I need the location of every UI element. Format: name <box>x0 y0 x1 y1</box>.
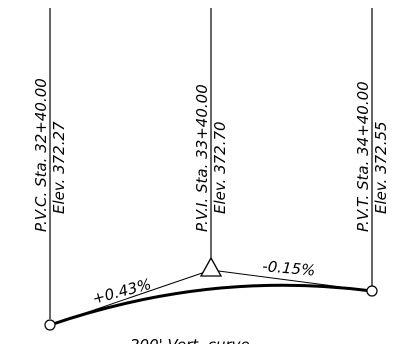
pvc-station-label: P.V.C. Sta. 32+40.00 <box>32 78 50 232</box>
vertical-curve <box>49 283 373 327</box>
pvt-point-marker <box>366 285 378 297</box>
forward-grade-label: -0.15% <box>262 257 316 280</box>
pvi-triangle-marker <box>199 256 223 277</box>
curve-length-label: 200' Vert. curve <box>130 336 250 344</box>
pvt-elevation-label: Elev. 372.55 <box>372 121 390 214</box>
pvi-station-label: P.V.I. Sta. 33+40.00 <box>193 84 211 232</box>
pvt-station-label: P.V.T. Sta. 34+40.00 <box>354 81 372 232</box>
pvi-elevation-label: Elev. 372.70 <box>211 121 229 214</box>
pvc-elevation-label: Elev. 372.27 <box>50 121 68 214</box>
pvc-point-marker <box>44 319 56 331</box>
